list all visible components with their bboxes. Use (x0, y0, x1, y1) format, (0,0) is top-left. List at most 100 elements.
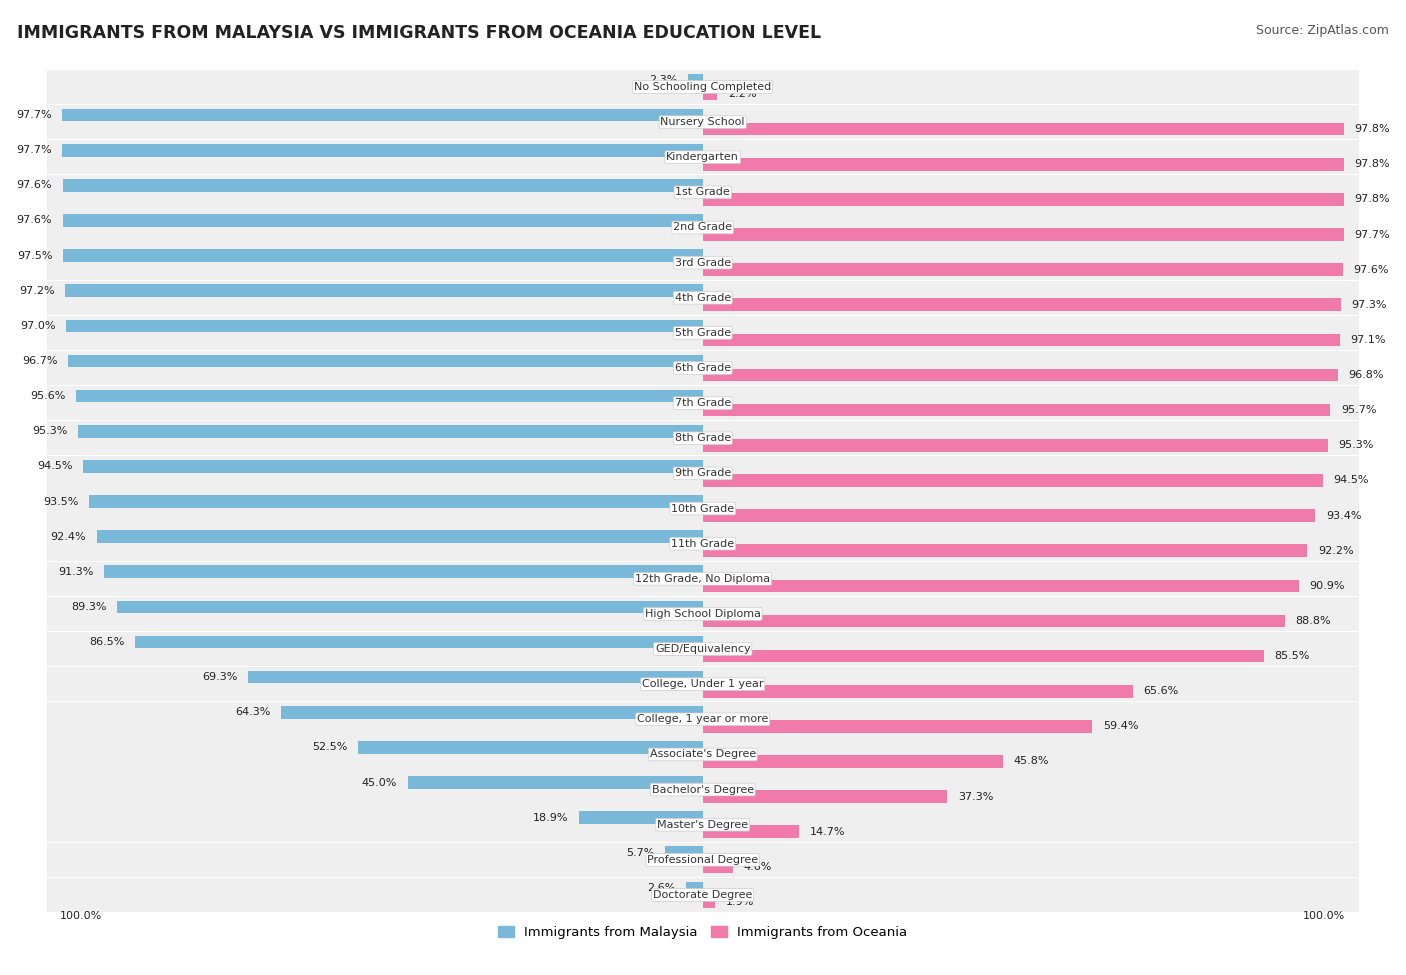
Text: 97.7%: 97.7% (15, 145, 52, 155)
Bar (703, 333, 1340, 346)
Text: 97.0%: 97.0% (21, 321, 56, 331)
Bar (703, 439, 1327, 451)
Text: 92.2%: 92.2% (1317, 546, 1354, 556)
Bar (703, 404, 1330, 416)
Text: Nursery School: Nursery School (661, 117, 745, 127)
Bar (703, 826, 799, 838)
Text: 18.9%: 18.9% (533, 813, 568, 823)
Bar (46, 281, 1358, 315)
Bar (703, 791, 948, 803)
Text: 95.3%: 95.3% (32, 426, 67, 436)
Text: 6th Grade: 6th Grade (675, 363, 731, 373)
Text: 93.5%: 93.5% (44, 496, 79, 507)
Bar (703, 88, 717, 100)
Bar (703, 756, 1002, 767)
Text: 97.8%: 97.8% (1355, 159, 1391, 170)
Text: 97.3%: 97.3% (1351, 299, 1386, 310)
Bar (46, 456, 1358, 490)
Text: 85.5%: 85.5% (1274, 651, 1309, 661)
Bar (46, 772, 1358, 806)
Text: College, Under 1 year: College, Under 1 year (643, 680, 763, 689)
Bar (281, 706, 703, 719)
Bar (62, 144, 703, 157)
Bar (665, 846, 703, 859)
Bar (46, 176, 1358, 210)
Text: 97.7%: 97.7% (15, 110, 52, 120)
Bar (46, 842, 1358, 878)
Text: 100.0%: 100.0% (60, 911, 103, 921)
Bar (579, 811, 703, 824)
Bar (703, 228, 1344, 241)
Bar (46, 351, 1358, 385)
Bar (46, 562, 1358, 596)
Text: 89.3%: 89.3% (70, 602, 107, 612)
Text: 1.9%: 1.9% (725, 897, 754, 907)
Text: Professional Degree: Professional Degree (647, 855, 758, 865)
Text: 4th Grade: 4th Grade (675, 292, 731, 303)
Text: 3rd Grade: 3rd Grade (675, 257, 731, 267)
Text: 97.2%: 97.2% (20, 286, 55, 295)
Bar (76, 390, 703, 403)
Text: 100.0%: 100.0% (1303, 911, 1346, 921)
Text: 9th Grade: 9th Grade (675, 468, 731, 479)
Text: 97.7%: 97.7% (1354, 229, 1389, 240)
Bar (703, 123, 1344, 136)
Bar (97, 530, 703, 543)
Text: Doctorate Degree: Doctorate Degree (652, 890, 752, 900)
Text: GED/Equivalency: GED/Equivalency (655, 644, 751, 654)
Bar (66, 320, 703, 332)
Text: 96.7%: 96.7% (22, 356, 58, 366)
Bar (46, 386, 1358, 420)
Text: 95.6%: 95.6% (30, 391, 65, 401)
Bar (46, 737, 1358, 771)
Text: 64.3%: 64.3% (235, 707, 270, 718)
Text: 95.7%: 95.7% (1341, 406, 1376, 415)
Bar (703, 509, 1316, 522)
Text: 94.5%: 94.5% (1333, 476, 1368, 486)
Text: Kindergarten: Kindergarten (666, 152, 740, 162)
Bar (46, 105, 1358, 139)
Text: 7th Grade: 7th Grade (675, 398, 731, 409)
Text: 86.5%: 86.5% (90, 637, 125, 647)
Bar (62, 109, 703, 122)
Text: 59.4%: 59.4% (1102, 722, 1139, 731)
Text: 5.7%: 5.7% (627, 848, 655, 858)
Bar (135, 636, 703, 648)
Bar (46, 597, 1358, 631)
Bar (46, 667, 1358, 701)
Bar (46, 316, 1358, 350)
Text: 37.3%: 37.3% (957, 792, 993, 801)
Bar (77, 425, 703, 438)
Text: 97.6%: 97.6% (1354, 264, 1389, 275)
Text: 97.6%: 97.6% (17, 215, 52, 225)
Bar (46, 211, 1358, 245)
Text: 12th Grade, No Diploma: 12th Grade, No Diploma (636, 574, 770, 584)
Text: 69.3%: 69.3% (202, 672, 238, 682)
Bar (703, 684, 1133, 697)
Bar (63, 250, 703, 262)
Text: Source: ZipAtlas.com: Source: ZipAtlas.com (1256, 24, 1389, 37)
Bar (703, 614, 1285, 627)
Bar (62, 179, 703, 192)
Bar (46, 491, 1358, 526)
Text: 4.6%: 4.6% (744, 862, 772, 872)
Bar (703, 369, 1337, 381)
Bar (46, 246, 1358, 280)
Text: 65.6%: 65.6% (1143, 686, 1178, 696)
Bar (686, 881, 703, 894)
Text: 97.8%: 97.8% (1355, 124, 1391, 135)
Text: 10th Grade: 10th Grade (671, 503, 734, 514)
Text: IMMIGRANTS FROM MALAYSIA VS IMMIGRANTS FROM OCEANIA EDUCATION LEVEL: IMMIGRANTS FROM MALAYSIA VS IMMIGRANTS F… (17, 24, 821, 42)
Bar (703, 263, 1343, 276)
Text: 2.6%: 2.6% (647, 883, 675, 893)
Bar (104, 566, 703, 578)
Text: 97.6%: 97.6% (17, 180, 52, 190)
Bar (46, 632, 1358, 666)
Text: 90.9%: 90.9% (1309, 581, 1346, 591)
Bar (688, 74, 703, 86)
Text: High School Diploma: High School Diploma (645, 609, 761, 619)
Bar (703, 579, 1299, 592)
Text: 45.0%: 45.0% (361, 777, 396, 788)
Bar (46, 421, 1358, 455)
Bar (249, 671, 703, 683)
